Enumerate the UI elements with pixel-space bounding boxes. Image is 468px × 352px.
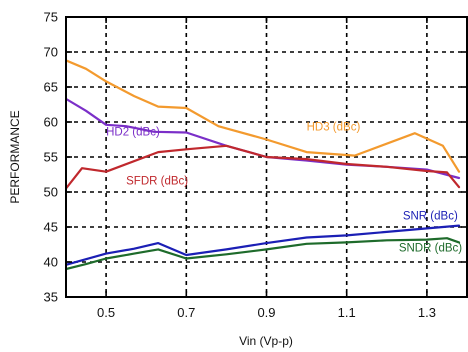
- x-tick-label: 0.7: [177, 305, 195, 320]
- series-line-hd3: [66, 59, 461, 173]
- y-axis-title: PERFORMANCE: [8, 110, 22, 203]
- y-tick-label: 70: [44, 45, 58, 60]
- series-label-snr: SNR (dBc): [403, 210, 458, 222]
- y-tick-label: 45: [44, 220, 58, 235]
- series-label-hd3: HD3 (dBc): [307, 121, 361, 133]
- y-tick-label: 75: [44, 10, 58, 25]
- y-tick-label: 50: [44, 185, 58, 200]
- x-tick-label: 1.3: [418, 305, 436, 320]
- y-tick-label: 35: [44, 290, 58, 305]
- series-lines: [66, 59, 461, 271]
- series-label-sndr: SNDR (dBc): [399, 243, 462, 255]
- series-line-snr: [66, 224, 461, 266]
- y-tick-label: 60: [44, 115, 58, 130]
- series-line-sndr: [66, 237, 461, 271]
- x-tick-label: 1.1: [338, 305, 356, 320]
- axis-ticks: 35 40 45 50 55 60 65 70 75 0.5 0.7 0.9 1.1 1.3: [44, 10, 467, 320]
- series-label-hd2: HD2 (dBc): [106, 126, 160, 138]
- y-tick-label: 65: [44, 80, 58, 95]
- y-tick-label: 55: [44, 150, 58, 165]
- series-line-sfdr: [66, 144, 461, 190]
- x-tick-label: 0.9: [257, 305, 275, 320]
- x-axis-title: Vin (Vp-p): [239, 334, 293, 348]
- y-tick-label: 40: [44, 255, 58, 270]
- series-label-sfdr: SFDR (dBc): [126, 175, 188, 187]
- x-tick-label: 0.5: [97, 305, 115, 320]
- series-labels: HD3 (dBc) HD2 (dBc) SFDR (dBc) SNR (dBc) SND…: [106, 121, 462, 254]
